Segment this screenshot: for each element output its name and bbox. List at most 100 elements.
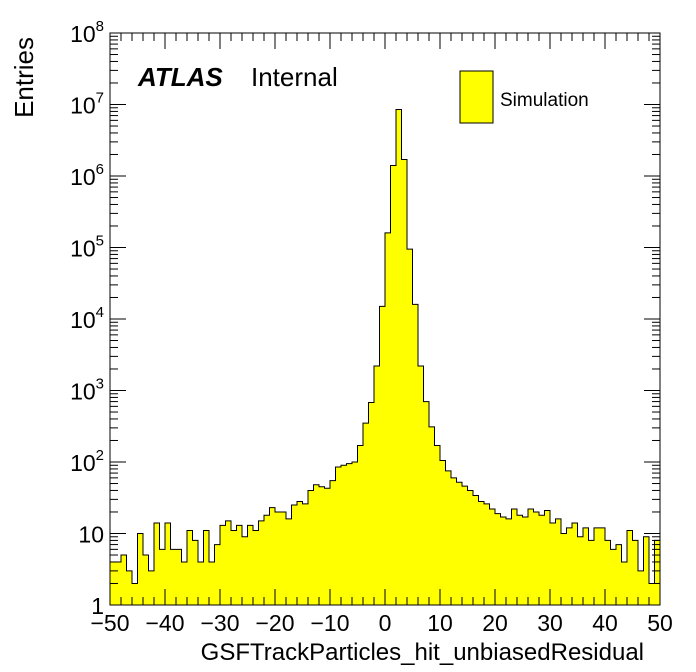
histogram-bin xyxy=(291,505,297,605)
x-tick-label: −10 xyxy=(310,610,349,636)
histogram-bin xyxy=(154,523,160,605)
histogram-bin xyxy=(335,467,341,605)
histogram-bin xyxy=(242,536,248,605)
histogram-bin xyxy=(368,402,374,605)
histogram-bin xyxy=(528,509,534,605)
histogram-bin xyxy=(363,423,369,605)
histogram-bin xyxy=(407,249,413,605)
histogram-bin xyxy=(192,540,198,605)
legend-swatch xyxy=(459,70,494,124)
histogram-bin xyxy=(236,525,242,605)
histogram-bin xyxy=(489,509,495,605)
x-tick-label: 20 xyxy=(482,610,508,636)
histogram-bin xyxy=(561,533,567,605)
histogram-bin xyxy=(209,561,215,605)
histogram-bin xyxy=(170,549,176,605)
histogram-bin xyxy=(583,527,589,605)
histogram-bin xyxy=(533,511,539,605)
histogram-bin xyxy=(401,159,407,606)
histogram-bin xyxy=(275,511,281,605)
histogram-bin xyxy=(566,527,572,605)
histogram-bin xyxy=(555,518,561,605)
histogram-bin xyxy=(374,366,380,605)
histogram-bin xyxy=(214,544,220,605)
histogram-bin xyxy=(379,306,385,605)
histogram-bin xyxy=(181,561,187,605)
histogram-bin xyxy=(467,490,473,605)
histogram-bin xyxy=(390,165,396,605)
histogram-bin xyxy=(517,515,523,605)
experiment-label: ATLAS xyxy=(137,62,223,92)
histogram-bin xyxy=(418,366,424,605)
histogram-bin xyxy=(599,527,605,605)
histogram-bin xyxy=(247,525,253,605)
histogram-bin xyxy=(484,503,490,605)
histogram-bars xyxy=(109,109,661,606)
histogram-bin xyxy=(187,530,193,605)
histogram-bin xyxy=(319,486,325,605)
histogram-bin xyxy=(220,525,226,605)
histogram-bin xyxy=(643,536,649,605)
histogram-bin xyxy=(539,515,545,605)
x-tick-label: −40 xyxy=(145,610,184,636)
histogram-bin xyxy=(225,520,231,605)
y-tick-label: 1 xyxy=(91,593,104,619)
histogram-bin xyxy=(148,570,154,605)
histogram-bin xyxy=(550,523,556,605)
histogram-bin xyxy=(616,544,622,605)
x-tick-label: −50 xyxy=(90,610,129,636)
histogram-bin xyxy=(627,530,633,605)
histogram-bin xyxy=(132,583,138,605)
histogram-bin xyxy=(286,518,292,605)
histogram-bin xyxy=(500,517,506,605)
histogram-bin xyxy=(572,523,578,605)
histogram-bin xyxy=(456,482,462,605)
x-tick-labels: −50 −40 −30 −20 −10 0 10 20 30 40 50 xyxy=(90,610,672,636)
y-tick-label: 106 xyxy=(70,161,104,190)
plot-frame xyxy=(109,32,661,606)
histogram-bin xyxy=(280,511,286,605)
histogram-bin xyxy=(264,515,270,605)
histogram-bin xyxy=(451,477,457,605)
status-label: Internal xyxy=(251,62,338,92)
x-tick-label: −30 xyxy=(200,610,239,636)
histogram-bin xyxy=(121,555,127,605)
histogram-bin xyxy=(165,523,171,605)
histogram-bin xyxy=(198,561,204,605)
histogram-bin xyxy=(478,501,484,605)
histogram-bin xyxy=(176,549,182,605)
histogram-bin xyxy=(654,540,660,605)
histogram-bin xyxy=(412,304,418,605)
histogram-bin xyxy=(357,445,363,605)
histogram-bin xyxy=(297,501,303,605)
y-tick-label: 10 xyxy=(78,522,104,548)
histogram-bin xyxy=(522,517,528,605)
histogram-bin xyxy=(506,518,512,605)
histogram-bin xyxy=(495,513,501,605)
histogram-bin xyxy=(258,520,264,605)
histogram-bin xyxy=(203,530,209,605)
histogram-bin xyxy=(302,503,308,605)
histogram-bin xyxy=(638,570,644,605)
histogram-bin xyxy=(115,561,121,605)
histogram-bin xyxy=(434,445,440,605)
histogram-bin xyxy=(577,536,583,605)
histogram-bin xyxy=(605,540,611,605)
histogram-outline xyxy=(109,109,661,605)
x-tick-label: 30 xyxy=(537,610,563,636)
histogram-bin xyxy=(137,533,143,605)
histogram-bin xyxy=(429,426,435,605)
histogram-bin xyxy=(159,549,165,605)
histogram-bin xyxy=(313,484,319,605)
x-tick-label: −20 xyxy=(255,610,294,636)
histogram-bin xyxy=(544,510,550,605)
histogram-bin xyxy=(440,460,446,605)
histogram-bin xyxy=(511,509,517,605)
legend-label: Simulation xyxy=(500,90,589,111)
histogram-bin xyxy=(588,540,594,605)
histogram-bin xyxy=(341,465,347,605)
histogram-bin xyxy=(632,540,638,605)
histogram-bin xyxy=(269,507,275,605)
histogram-bin xyxy=(649,583,655,605)
